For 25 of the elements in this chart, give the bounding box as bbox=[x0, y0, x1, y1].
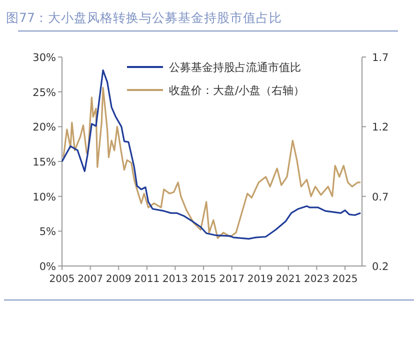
y2-tick-label: 1.2 bbox=[372, 122, 389, 134]
legend-label: 公募基金持股占流通市值比 bbox=[169, 61, 301, 74]
legend-label: 收盘价：大盘/小盘（右轴） bbox=[169, 84, 305, 97]
x-tick-label: 2019 bbox=[247, 274, 273, 285]
y-tick-label: 20% bbox=[32, 122, 56, 134]
x-tick-label: 2023 bbox=[304, 274, 330, 285]
y2-tick-label: 1.7 bbox=[372, 52, 389, 64]
y2-tick-label: 0.7 bbox=[372, 191, 389, 204]
chart-title: 图77：大小盘风格转换与公募基金持股市值占比 bbox=[6, 10, 282, 25]
y-tick-label: 25% bbox=[32, 86, 56, 99]
x-tick-label: 2025 bbox=[332, 274, 358, 285]
x-tick-label: 2013 bbox=[162, 274, 188, 285]
y-tick-label: 15% bbox=[32, 156, 56, 168]
x-tick-label: 2015 bbox=[190, 274, 216, 285]
y-tick-label: 5% bbox=[39, 226, 56, 238]
x-tick-label: 2017 bbox=[219, 274, 245, 285]
y-tick-label: 30% bbox=[32, 52, 56, 64]
y-tick-label: 0% bbox=[39, 261, 56, 273]
x-tick-label: 2009 bbox=[106, 274, 132, 285]
y-tick-label: 10% bbox=[32, 191, 56, 204]
x-tick-label: 2007 bbox=[78, 274, 104, 285]
x-tick-label: 2021 bbox=[276, 274, 302, 285]
x-tick-label: 2011 bbox=[134, 274, 160, 285]
x-tick-label: 2005 bbox=[49, 274, 75, 285]
y2-tick-label: 0.2 bbox=[372, 261, 389, 273]
